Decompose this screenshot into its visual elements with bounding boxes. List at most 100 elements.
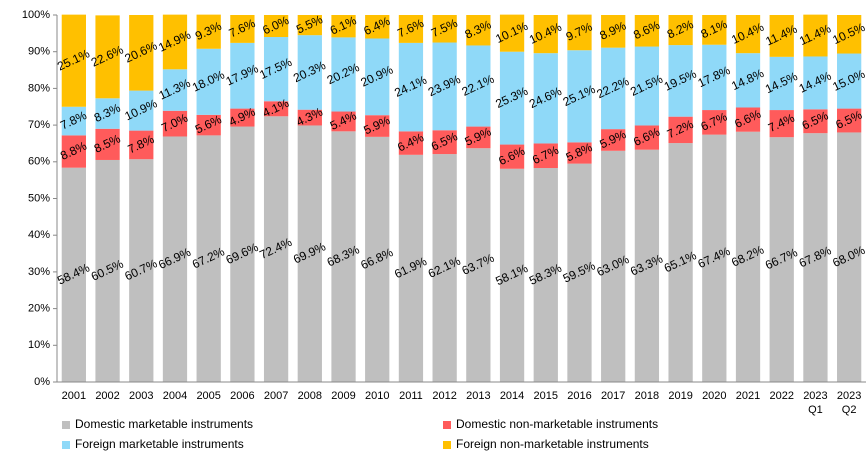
x-tick-label: 2023 Q1 xyxy=(803,390,827,416)
bar-segment xyxy=(466,126,491,149)
bar-segment xyxy=(129,15,154,91)
x-tick-label: 2013 xyxy=(466,390,490,402)
x-tick-line: 2003 xyxy=(129,390,153,402)
bar-segment xyxy=(263,101,289,117)
bar-segment xyxy=(61,106,86,136)
y-tick-label: 30% xyxy=(28,266,50,278)
bar-segment xyxy=(466,148,491,382)
bar-segment xyxy=(668,45,693,117)
bar-segment xyxy=(634,125,660,150)
x-tick-line: 2013 xyxy=(466,390,490,402)
legend-label: Domestic marketable instruments xyxy=(75,417,253,431)
bar-segment xyxy=(398,42,424,132)
x-tick-line: 2023 xyxy=(837,390,861,402)
bar-segment xyxy=(432,154,457,382)
x-tick-label: 2018 xyxy=(635,390,659,402)
bar-segment xyxy=(230,42,255,109)
bar-segment xyxy=(95,15,120,99)
bar-segment xyxy=(735,53,761,108)
x-tick-label: 2009 xyxy=(331,390,355,402)
bar-segment xyxy=(331,15,356,38)
x-tick-line: 2008 xyxy=(298,390,322,402)
bar-segment xyxy=(263,116,289,383)
bar-segment xyxy=(837,132,862,382)
bar-segment xyxy=(803,14,828,57)
bar-segment xyxy=(365,38,390,116)
bar-segment xyxy=(735,131,761,382)
legend-label: Foreign non-marketable instruments xyxy=(456,437,649,451)
bar-segment xyxy=(196,14,221,49)
x-tick-line: 2002 xyxy=(95,390,119,402)
bar-segment xyxy=(365,136,390,382)
bar-segment xyxy=(466,15,491,46)
x-tick-label: 2011 xyxy=(399,390,423,402)
bar-segment xyxy=(803,109,828,134)
bar-segment xyxy=(365,15,390,39)
bar-segment xyxy=(735,15,761,54)
x-tick-line: Q1 xyxy=(808,404,823,416)
bar-segment xyxy=(230,108,255,127)
y-tick-label: 70% xyxy=(28,119,50,131)
bar-segment xyxy=(601,15,626,48)
bar-segment xyxy=(297,15,322,36)
x-tick-line: 2001 xyxy=(62,390,86,402)
bar-segment xyxy=(499,51,525,145)
bar-segment xyxy=(769,110,794,138)
bar-segment xyxy=(297,35,322,110)
bar-segment xyxy=(533,15,558,54)
bar-segment xyxy=(230,126,255,383)
x-tick-line: 2009 xyxy=(331,390,355,402)
bar-segment xyxy=(398,15,424,43)
x-tick-line: 2014 xyxy=(500,390,524,402)
x-tick-label: 2006 xyxy=(230,390,254,402)
bar-segment xyxy=(196,114,221,136)
y-tick-label: 20% xyxy=(28,303,50,315)
bar-segment xyxy=(837,108,862,133)
bar-segment xyxy=(129,159,154,382)
x-tick-line: 2011 xyxy=(399,390,423,402)
bar-segment xyxy=(466,45,491,127)
bar-segment xyxy=(331,131,356,382)
x-tick-label: 2014 xyxy=(500,390,524,402)
bar-segment xyxy=(230,15,255,43)
bar-segment xyxy=(668,15,693,46)
bar-segment xyxy=(162,110,188,137)
bar-segment xyxy=(398,154,424,382)
bar-segment xyxy=(567,50,592,143)
x-tick-label: 2016 xyxy=(567,390,591,402)
y-tick-label: 100% xyxy=(22,9,50,21)
x-tick-line: Q2 xyxy=(842,404,857,416)
bar-segment xyxy=(61,135,86,168)
x-tick-label: 2022 xyxy=(769,390,793,402)
y-tick-label: 0% xyxy=(34,376,50,388)
bar-segment xyxy=(601,150,626,382)
bar-segment xyxy=(803,133,828,382)
bar-segment xyxy=(331,37,356,112)
bar-segment xyxy=(432,130,457,155)
bar-segment xyxy=(601,47,626,130)
x-tick-label: 2007 xyxy=(264,390,288,402)
x-tick-line: 2012 xyxy=(432,390,456,402)
x-tick-line: 2021 xyxy=(736,390,760,402)
bar-segment xyxy=(533,143,558,169)
bar-segment xyxy=(499,168,525,382)
bar-segment xyxy=(365,115,390,137)
x-tick-line: 2005 xyxy=(196,390,220,402)
bar-segment xyxy=(162,14,188,70)
bar-segment xyxy=(702,134,727,382)
legend-swatch xyxy=(62,441,70,449)
bar-segment xyxy=(533,168,558,382)
bar-segment xyxy=(432,15,457,43)
bar-segment xyxy=(196,135,221,382)
legend-label: Domestic non-marketable instruments xyxy=(456,417,658,431)
x-tick-line: 2020 xyxy=(702,390,726,402)
x-tick-label: 2004 xyxy=(163,390,187,402)
x-tick-label: 2003 xyxy=(129,390,153,402)
x-tick-line: 2023 xyxy=(803,390,827,402)
x-tick-line: 2010 xyxy=(365,390,389,402)
x-tick-label: 2019 xyxy=(668,390,692,402)
x-tick-label: 2017 xyxy=(601,390,625,402)
bar-segment xyxy=(769,137,794,382)
legend-swatch xyxy=(443,441,451,449)
